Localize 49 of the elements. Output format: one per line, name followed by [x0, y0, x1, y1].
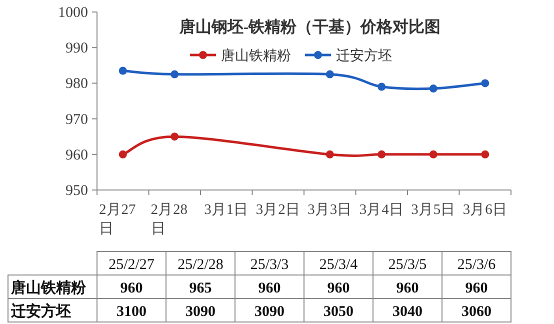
point: [118, 150, 127, 158]
point: [481, 79, 490, 88]
category-label: 25/3/5: [388, 257, 427, 273]
x-tick-label: 3月5日: [411, 202, 456, 218]
y-tick-label: 950: [66, 183, 88, 199]
data-label: 960: [396, 280, 419, 296]
data-label: 965: [189, 280, 212, 296]
data-label: 3090: [254, 304, 284, 320]
text: 唐山铁精粉: [10, 278, 87, 296]
category-label: 25/3/6: [457, 257, 496, 273]
text: 迁安方坯: [10, 302, 71, 320]
data-label: 960: [120, 280, 143, 296]
point: [118, 66, 127, 75]
legend-label: 唐山铁精粉: [221, 48, 291, 64]
data-label: 3050: [324, 304, 354, 320]
point: [378, 150, 386, 158]
category-label: 25/3/3: [250, 257, 289, 273]
point: [481, 150, 490, 158]
x-tick-label: 3月2日: [256, 202, 300, 218]
x-tick-label: 3月6日: [462, 202, 508, 218]
point: [378, 82, 386, 91]
data-label: 3100: [116, 304, 146, 320]
data-label: 3060: [462, 304, 492, 320]
data-label: 960: [258, 280, 281, 296]
chart-title: 唐山钢坯-铁精粉（干基）价格对比图: [178, 18, 441, 36]
data-label: 3090: [186, 304, 216, 320]
y-tick-label: 1000: [58, 5, 88, 21]
point: [429, 84, 438, 93]
y-tick-label: 990: [66, 40, 88, 57]
x-tick-label: 2月27日: [99, 202, 136, 237]
data-label: 960: [327, 280, 350, 296]
point: [170, 132, 179, 141]
point: [170, 70, 179, 78]
point: [326, 70, 334, 78]
data-label: 960: [465, 280, 488, 296]
category-label: 25/3/4: [319, 257, 358, 273]
x-tick-label: 3月4日: [359, 202, 404, 218]
x-tick-label: 3月1日: [204, 202, 249, 218]
x-tick-label: 3月3日: [308, 202, 352, 218]
y-tick-label: 970: [66, 112, 88, 128]
y-tick-label: 980: [66, 76, 88, 92]
category-label: 25/2/28: [178, 257, 224, 273]
point: [429, 150, 438, 158]
category-label: 25/2/27: [108, 257, 155, 273]
point: [326, 150, 334, 158]
y-tick-label: 960: [66, 147, 88, 164]
x-tick-label: 2月28日: [150, 202, 188, 237]
legend-label: 迁安方坯: [336, 48, 392, 64]
data-label: 3040: [392, 304, 422, 320]
